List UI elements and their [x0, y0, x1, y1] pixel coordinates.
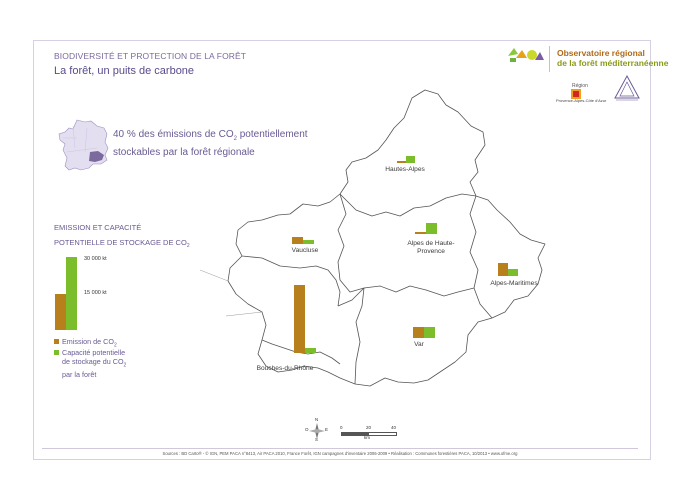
region-name: Provence-Alpes-Côte d'Azur	[556, 98, 607, 103]
am-label: Alpes-Maritimes	[490, 280, 538, 287]
headline-text-1: 40 % des émissions de CO	[113, 129, 234, 140]
legend-scale-mid: 15 000 kt	[84, 290, 107, 296]
ahp-label: Alpes de Haute-Provence	[407, 240, 455, 255]
hautes-alpes-emission-bar	[397, 161, 406, 163]
legend-emission-bar	[55, 294, 66, 330]
section-title: Biodiversité et protection de la forêt	[54, 51, 247, 61]
emission-label-text: Emission de CO	[62, 337, 114, 346]
bdr-capacity-bar	[305, 348, 316, 353]
legend-capacity-bar	[66, 257, 77, 330]
scale-bar	[341, 432, 397, 436]
am-capacity-bar	[508, 269, 518, 276]
var-label: Var	[414, 341, 424, 348]
compass-n: N	[315, 417, 319, 422]
region-outline	[227, 89, 546, 387]
boundary-bdr-var	[354, 287, 365, 385]
headline: 40 % des émissions de CO2 potentiellemen…	[113, 128, 313, 159]
scale-unit: km	[364, 435, 370, 440]
headline-subscript: 2	[233, 136, 237, 142]
legend-title: Emission et capacité potentielle de stoc…	[54, 220, 194, 254]
emission-label-sub: 2	[113, 342, 117, 349]
legend-title-text: Emission et capacité potentielle de stoc…	[54, 223, 187, 247]
boundary-ahp-inner	[339, 279, 365, 293]
boundary-vaucluse	[241, 255, 341, 307]
var-emission-bar	[413, 327, 424, 338]
vaucluse-label: Vaucluse	[291, 247, 319, 254]
capacity-label-line-2: de stockage du CO2	[62, 357, 126, 370]
capacity-legend-label: Capacité potentielle de stockage du CO2 …	[62, 348, 126, 379]
logo-line-2: de la forêt méditerranéenne	[557, 58, 669, 68]
ahp-emission-bar	[415, 232, 426, 234]
scale-40: 40	[391, 425, 397, 430]
map-frame	[33, 40, 651, 460]
emission-swatch	[54, 339, 59, 344]
bdr-emission-bar	[294, 285, 305, 353]
scale-0: 0	[340, 425, 343, 430]
coast-detail	[261, 339, 341, 365]
ahp-capacity-bar	[426, 223, 437, 234]
var-capacity-bar	[424, 327, 435, 338]
vaucluse-capacity-bar	[303, 240, 314, 244]
am-emission-bar	[498, 263, 508, 276]
boundary-ahp-east	[469, 195, 493, 319]
compass-s: S	[315, 437, 319, 442]
capacity-label-line-3: par la forêt	[62, 370, 97, 380]
region-logo-icon	[571, 89, 581, 99]
communes-forestieres-logo-icon	[614, 74, 640, 101]
capacity-label-sub: 2	[123, 362, 127, 369]
capacity-swatch	[54, 350, 59, 355]
bdr-label: Bouches-du-Rhône	[256, 365, 314, 372]
compass-e: E	[325, 427, 329, 432]
headline-text-2: potentiellement stockables par la forêt …	[113, 129, 308, 158]
france-inset-map	[58, 119, 109, 171]
hautes-alpes-label: Hautes-Alpes	[385, 166, 425, 173]
legend-title-sub: 2	[186, 243, 190, 249]
boundary-hautes-alpes-south	[339, 193, 477, 217]
legend-scale-high: 30 000 kt	[84, 256, 107, 262]
footer-divider	[42, 448, 638, 449]
vaucluse-emission-bar	[292, 237, 303, 244]
boundary-ahp-south	[337, 285, 475, 307]
region-label: Région	[572, 83, 588, 89]
compass-icon	[309, 423, 325, 439]
logo-divider	[549, 46, 550, 72]
footer-sources: Sources : BD Carto® - © IGN, PEM PACA n°…	[162, 451, 518, 456]
forest-logo-icon	[508, 48, 544, 62]
capacity-label-line-2-text: de stockage du CO	[62, 357, 124, 366]
capacity-label-line-1: Capacité potentielle	[62, 348, 126, 357]
page-title: La forêt, un puits de carbone	[54, 65, 195, 77]
boundary-ahp-west	[337, 193, 347, 281]
logo-line-1: Observatoire régional	[557, 48, 645, 58]
emission-legend-label: Emission de CO2	[62, 337, 117, 350]
scale-20: 20	[366, 425, 372, 430]
hautes-alpes-capacity-bar	[406, 156, 415, 163]
compass-o: O	[305, 427, 309, 432]
